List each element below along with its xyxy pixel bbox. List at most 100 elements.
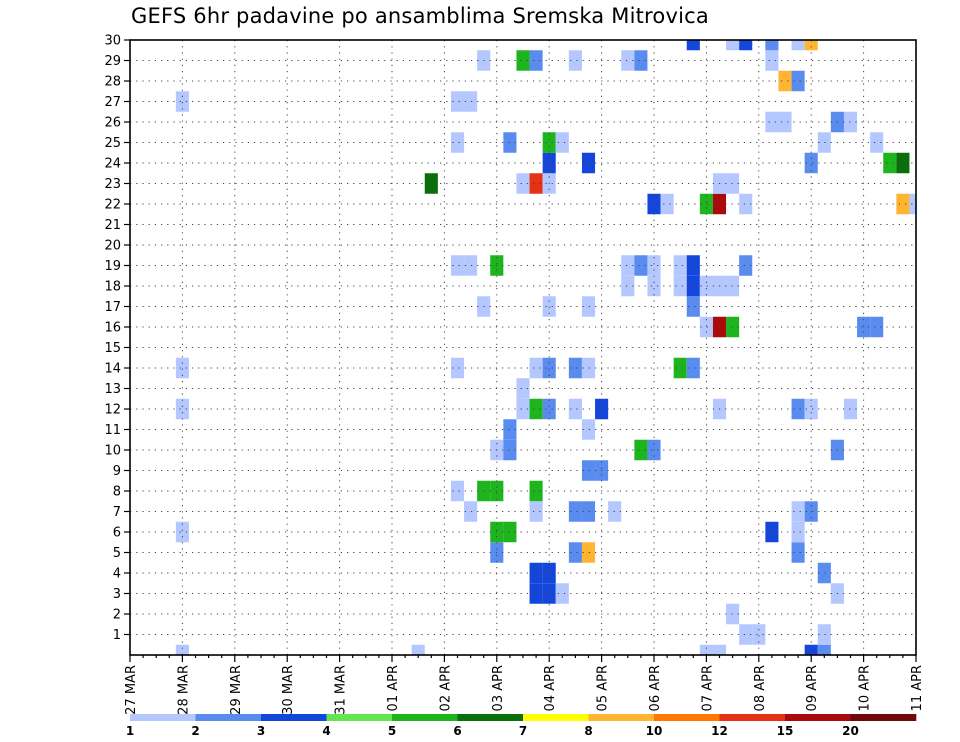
y-tick-label: 24 — [104, 157, 121, 172]
heatmap-cell — [909, 193, 916, 215]
y-tick-label: 2 — [113, 608, 121, 623]
heatmap-cell — [464, 91, 478, 112]
heatmap-cell — [175, 357, 189, 379]
heatmap-cell — [516, 50, 530, 71]
colorbar-label: 6 — [453, 724, 461, 738]
chart-title: GEFS 6hr padavine po ansamblima Sremska … — [131, 4, 709, 28]
y-axis: 1234567891011121314151617181920212223242… — [104, 34, 130, 643]
heatmap-cell — [843, 398, 858, 420]
heatmap-cell — [581, 542, 596, 563]
heatmap-cell — [857, 316, 871, 338]
heatmap-cell — [686, 296, 700, 317]
heatmap-cell — [765, 521, 779, 543]
heatmap-cell — [581, 460, 596, 481]
x-tick-label: 04 APR — [543, 665, 558, 711]
y-tick-label: 14 — [104, 362, 121, 377]
heatmap-cell — [699, 275, 713, 297]
heatmap-cell — [791, 70, 805, 92]
y-tick-label: 15 — [104, 341, 121, 356]
y-tick-label: 21 — [104, 218, 121, 233]
y-tick-label: 5 — [113, 546, 121, 561]
heatmap-cell — [673, 255, 687, 276]
colorbar-swatch — [719, 714, 786, 721]
heatmap-cell — [175, 521, 189, 543]
heatmap-cell — [870, 316, 884, 338]
heatmap-cell — [673, 275, 687, 297]
heatmap-cell — [503, 132, 517, 153]
heatmap-cell — [450, 357, 465, 379]
heatmap-cell — [450, 91, 465, 112]
heatmap-cell — [568, 542, 582, 563]
heatmap-cell — [568, 501, 582, 522]
heatmap-cell — [673, 357, 687, 379]
heatmap-cell — [621, 255, 635, 276]
heatmap-cell — [621, 275, 635, 297]
y-tick-label: 11 — [104, 423, 121, 438]
heatmap-cell — [529, 480, 543, 502]
heatmap-cell — [450, 255, 465, 276]
heatmap-cell — [450, 132, 465, 153]
heatmap-cell — [765, 40, 779, 51]
heatmap-cell — [529, 501, 543, 522]
x-tick-label: 02 APR — [438, 665, 453, 711]
heatmap-cell — [175, 398, 189, 420]
y-tick-label: 8 — [113, 485, 121, 500]
heatmap-cell — [791, 501, 805, 522]
colorbar-swatch — [326, 714, 393, 721]
y-tick-label: 18 — [104, 280, 121, 295]
heatmap-cell — [464, 501, 478, 522]
heatmap-cell — [739, 255, 753, 276]
y-tick-label: 13 — [104, 382, 121, 397]
heatmap-cell — [464, 255, 478, 276]
colorbar-swatch — [392, 714, 458, 721]
heatmap-cell — [542, 583, 556, 604]
heatmap-cell — [555, 132, 569, 153]
heatmap-cell — [804, 152, 818, 174]
heatmap-cell — [804, 398, 818, 420]
heatmap-cell — [896, 152, 910, 174]
heatmap-cell — [817, 624, 831, 645]
x-tick-label: 06 APR — [648, 665, 663, 711]
heatmap-cell — [739, 624, 753, 645]
y-tick-label: 29 — [104, 54, 121, 69]
heatmap-cell — [791, 40, 805, 51]
heatmap-cell — [699, 193, 713, 215]
colorbar-label: 7 — [519, 724, 527, 738]
x-tick-label: 31 MAR — [334, 665, 349, 715]
heatmap-cell — [686, 275, 700, 297]
heatmap-cell — [791, 542, 805, 563]
y-tick-label: 9 — [113, 464, 121, 479]
heatmap-cell — [647, 255, 661, 276]
heatmap-cell — [699, 316, 713, 338]
heatmap-cell — [660, 193, 674, 215]
heatmap-cell — [542, 296, 556, 317]
y-tick-label: 23 — [104, 177, 121, 192]
heatmap-cell — [647, 275, 661, 297]
x-tick-label: 11 APR — [910, 665, 925, 711]
colorbar-swatch — [588, 714, 655, 721]
x-tick-label: 09 APR — [805, 665, 820, 711]
colorbar-swatch — [130, 714, 196, 721]
heatmap-cell — [686, 255, 700, 276]
colorbar-label: 4 — [322, 724, 330, 738]
colorbar-legend: 1 2 3 4 5 6 7 8 10 12 15 20 — [126, 714, 917, 738]
heatmap-cell — [817, 132, 831, 153]
colorbar-swatch — [654, 714, 720, 721]
heatmap-cell — [503, 419, 517, 440]
x-tick-label: 03 APR — [491, 665, 506, 711]
heatmap-cell — [581, 419, 596, 440]
colorbar-swatch — [457, 714, 524, 721]
heatmap-cell — [529, 50, 543, 71]
y-tick-label: 4 — [113, 567, 121, 582]
x-tick-label: 10 APR — [858, 665, 873, 711]
colorbar-label: 1 — [126, 724, 134, 738]
heatmap-cell — [503, 439, 517, 461]
heatmap-cell — [739, 193, 753, 215]
heatmap-cell — [634, 50, 648, 71]
x-axis: 27 MAR 28 MAR 29 MAR 30 MAR 31 MAR 01 APR 02 A… — [124, 655, 925, 715]
heatmap-cell — [542, 152, 556, 174]
heatmap-cell — [791, 521, 805, 543]
heatmap-cell — [778, 70, 792, 92]
heatmap-cell — [804, 40, 818, 51]
colorbar-swatch — [785, 714, 851, 721]
